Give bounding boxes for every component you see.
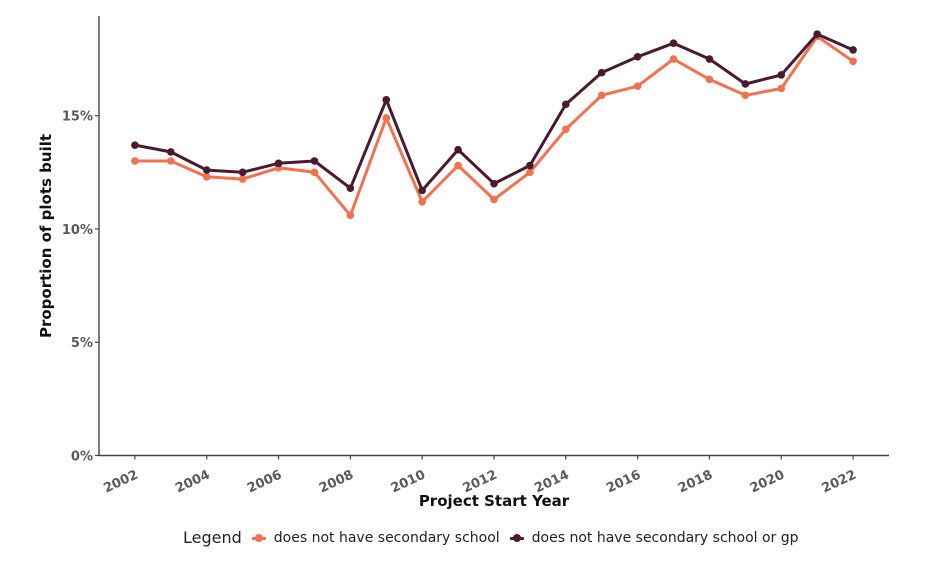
y-axis-title: Proportion of plots built: [37, 134, 55, 338]
data-point: [562, 125, 570, 134]
data-point: [813, 30, 821, 38]
data-point: [454, 161, 462, 170]
data-point: [418, 197, 426, 206]
x-tick-label: 2006: [245, 468, 284, 497]
data-point: [274, 159, 283, 168]
data-point: [382, 96, 391, 104]
series-0: [131, 32, 857, 220]
y-tick-label: 15%: [62, 110, 93, 125]
data-point: [131, 157, 139, 165]
y-tick-label: 5%: [71, 336, 93, 351]
data-point: [633, 52, 642, 61]
axes: [98, 16, 889, 457]
data-point: [849, 46, 857, 54]
series-layer: [131, 30, 857, 220]
data-point: [454, 145, 462, 154]
data-point: [382, 114, 391, 122]
data-point: [705, 55, 714, 63]
legend: Legend does not have secondary school do…: [183, 528, 807, 547]
data-point: [526, 168, 534, 177]
x-tick-label: 2022: [820, 468, 859, 497]
data-point: [167, 157, 175, 165]
data-point: [238, 175, 247, 183]
data-point: [131, 141, 139, 149]
data-point: [777, 84, 786, 93]
data-point: [346, 211, 355, 220]
data-point: [310, 168, 319, 177]
legend-item-secondary-school: does not have secondary school: [250, 530, 500, 546]
x-tick-label: 2004: [173, 468, 212, 497]
data-point: [526, 161, 534, 170]
data-point: [741, 80, 750, 88]
data-point: [741, 91, 750, 100]
x-tick-label: 2002: [101, 468, 140, 497]
series-line: [133, 34, 855, 217]
data-point: [238, 168, 247, 177]
legend-item-secondary-school-or-gp: does not have secondary school or gp: [508, 530, 799, 546]
x-tick-label: 2020: [748, 468, 787, 497]
series-line: [133, 32, 855, 192]
data-point: [418, 186, 426, 195]
legend-label: does not have secondary school: [273, 529, 500, 546]
data-point: [669, 55, 678, 63]
data-point: [490, 179, 498, 188]
y-tick-label: 10%: [62, 223, 93, 238]
legend-label: does not have secondary school or gp: [531, 529, 799, 546]
data-point: [310, 157, 319, 165]
legend-title: Legend: [183, 528, 242, 547]
x-tick-label: 2016: [604, 468, 643, 497]
data-point: [346, 184, 355, 192]
legend-key-icon: [250, 532, 268, 544]
data-point: [669, 39, 678, 47]
data-point: [705, 75, 714, 84]
data-point: [849, 57, 857, 66]
data-point: [777, 71, 786, 79]
data-point: [202, 173, 211, 181]
data-point: [202, 166, 211, 174]
data-point: [490, 195, 498, 204]
y-ticks: 0% 5% 10% 15%: [62, 110, 99, 465]
data-point: [597, 91, 606, 100]
x-axis-title: Project Start Year: [419, 492, 570, 510]
series-1: [131, 30, 857, 195]
y-tick-label: 0%: [71, 450, 93, 465]
data-point: [633, 82, 642, 91]
data-point: [167, 148, 175, 156]
x-ticks: 2002 2004 2006 2008 2010 2012 2014 2016 2018 2020…: [101, 455, 859, 497]
data-point: [562, 100, 570, 109]
data-point: [597, 68, 606, 77]
x-tick-label: 2008: [317, 468, 356, 497]
legend-key-icon: [508, 532, 526, 544]
x-tick-label: 2018: [676, 468, 715, 497]
